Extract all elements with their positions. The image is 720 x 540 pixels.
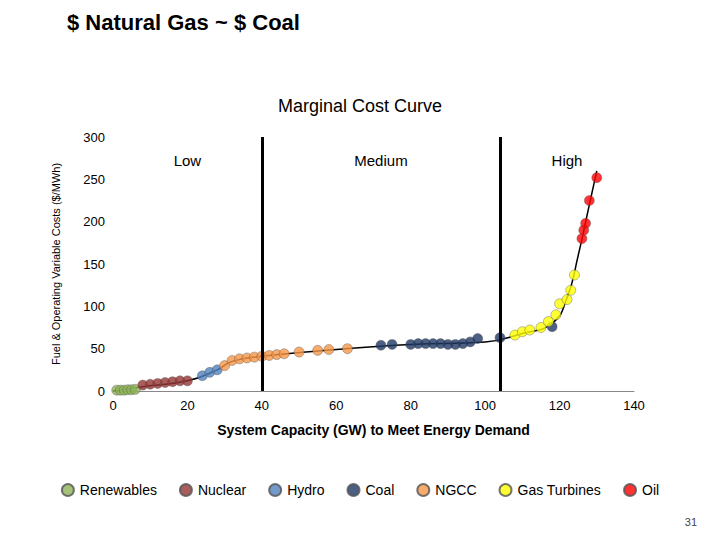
svg-text:150: 150	[83, 257, 105, 272]
svg-text:0: 0	[98, 384, 105, 399]
svg-text:Marginal Cost Curve: Marginal Cost Curve	[278, 96, 442, 116]
svg-text:System Capacity (GW) to Meet E: System Capacity (GW) to Meet Energy Dema…	[217, 422, 530, 438]
svg-text:120: 120	[549, 398, 571, 413]
svg-text:20: 20	[180, 398, 194, 413]
svg-text:Hydro: Hydro	[287, 482, 325, 498]
svg-text:Fuel & Operating Variable Cost: Fuel & Operating Variable Costs ($/MWh)	[50, 163, 62, 365]
svg-text:140: 140	[623, 398, 645, 413]
svg-text:Nuclear: Nuclear	[198, 482, 247, 498]
svg-text:Low: Low	[174, 152, 202, 169]
svg-text:300: 300	[83, 130, 105, 145]
svg-text:250: 250	[83, 172, 105, 187]
svg-text:High: High	[552, 152, 583, 169]
svg-text:Renewables: Renewables	[80, 482, 157, 498]
svg-text:80: 80	[403, 398, 417, 413]
svg-text:50: 50	[91, 341, 105, 356]
svg-text:Medium: Medium	[354, 152, 407, 169]
svg-text:31: 31	[685, 516, 697, 528]
svg-text:0: 0	[109, 398, 116, 413]
svg-text:100: 100	[83, 299, 105, 314]
svg-text:Coal: Coal	[365, 482, 394, 498]
svg-text:Gas Turbines: Gas Turbines	[518, 482, 601, 498]
svg-text:$ Natural Gas ~ $ Coal: $ Natural Gas ~ $ Coal	[67, 10, 300, 35]
svg-text:60: 60	[329, 398, 343, 413]
svg-text:Oil: Oil	[642, 482, 659, 498]
svg-text:100: 100	[474, 398, 496, 413]
svg-text:40: 40	[255, 398, 269, 413]
svg-text:NGCC: NGCC	[435, 482, 476, 498]
svg-text:200: 200	[83, 214, 105, 229]
